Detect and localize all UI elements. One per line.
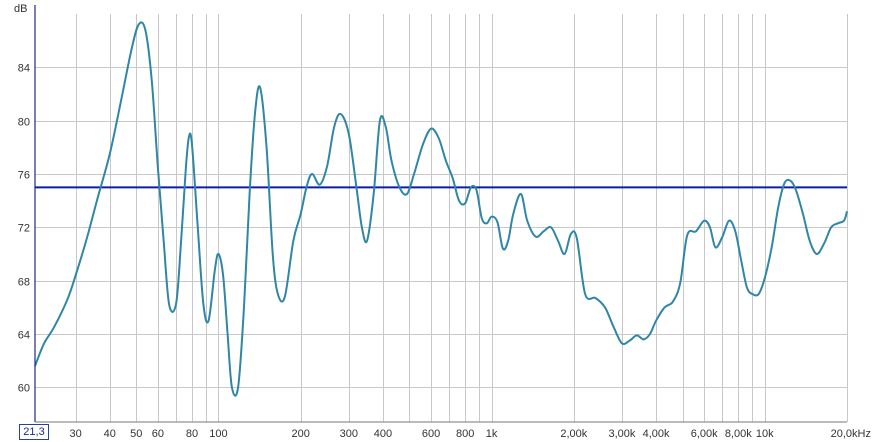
x-tick-label: 60	[152, 428, 164, 440]
y-tick-label: 64	[18, 330, 30, 342]
y-tick-label: 80	[18, 117, 30, 129]
x-tick-label: 300	[340, 428, 358, 440]
x-tick-label: 8,00k	[725, 428, 752, 440]
y-tick-label: 76	[18, 170, 30, 182]
x-tick-label: 1k	[486, 428, 498, 440]
cursor-readout[interactable]: 21,3	[19, 424, 49, 440]
y-tick-label: 60	[18, 383, 30, 395]
tick-labels: 60 64 68 72 76 80 84 30 40 50 60 80 100 200 300 400 600 8…	[18, 63, 871, 441]
y-tick-label: 72	[18, 223, 30, 235]
x-tick-label: 50	[130, 428, 142, 440]
x-tick-label: 4,00k	[643, 428, 670, 440]
y-axis-unit-label: dB	[14, 3, 27, 15]
x-tick-label: 40	[104, 428, 116, 440]
x-tick-label: 200	[292, 428, 310, 440]
x-tick-label: 600	[422, 428, 440, 440]
x-tick-label: 2,00k	[560, 428, 587, 440]
x-tick-label: 800	[456, 428, 474, 440]
grid	[35, 14, 848, 422]
plot-area	[35, 14, 847, 422]
response-curve	[34, 21, 848, 397]
x-tick-label: 80	[186, 428, 198, 440]
x-tick-label: 400	[374, 428, 392, 440]
x-tick-label: 10k	[756, 428, 774, 440]
x-tick-label: 3,00k	[608, 428, 635, 440]
x-tick-label: 100	[209, 428, 227, 440]
curves	[34, 21, 848, 397]
x-tick-label: 6,00k	[691, 428, 718, 440]
x-tick-label: 30	[70, 428, 82, 440]
x-tick-label: 20,0kHz	[831, 428, 871, 440]
y-tick-label: 68	[18, 277, 30, 289]
y-tick-label: 84	[18, 63, 30, 75]
